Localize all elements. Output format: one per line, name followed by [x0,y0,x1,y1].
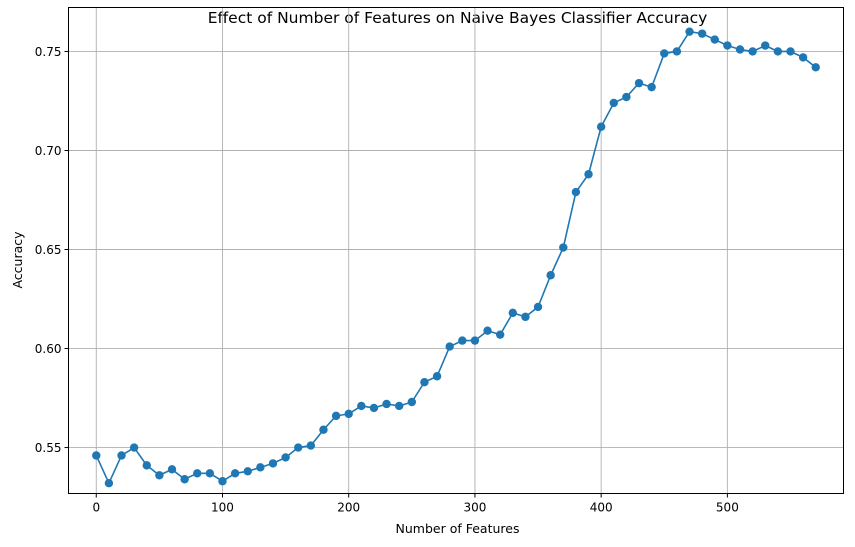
data-point [319,425,328,434]
data-point [344,409,353,419]
data-point [218,477,227,486]
data-point [798,53,808,62]
chart-title: Effect of Number of Features on Naive Ba… [208,9,708,27]
data-point [546,271,555,280]
data-point [483,326,492,335]
data-point [773,47,783,56]
x-tick-label: 100 [211,501,234,515]
plot-frame [68,7,844,494]
grid [68,7,844,494]
data-point [395,401,404,411]
data-point [294,443,303,452]
x-tick-label: 400 [590,501,613,515]
y-axis-label: Accuracy [10,231,25,289]
data-point [508,308,517,318]
y-tick-label: 0.75 [35,45,62,59]
ticks: 0 100 200 300 400 500 0.55 0.60 0.65 0.70 0.75 [35,45,739,515]
data-point [495,330,505,339]
data-point [458,336,467,345]
y-tick-label: 0.60 [35,342,62,356]
data-point [407,397,417,407]
data-point [697,29,707,38]
data-point [243,467,252,476]
data-point [155,471,164,480]
data-point [432,372,442,381]
data-point [281,453,290,462]
data-point [331,411,341,421]
data-point [117,451,126,460]
data-point [167,465,177,474]
y-tick-label: 0.55 [35,441,62,455]
data-point [672,47,682,56]
data-point [193,469,202,478]
data-point [357,401,366,411]
data-point [723,41,732,50]
data-point [142,461,151,470]
data-point [761,41,770,50]
x-tick-label: 200 [337,501,360,515]
data-point [230,469,240,478]
x-tick-label: 0 [92,501,100,515]
data-point [180,475,189,484]
data-point [306,441,316,450]
data-point [735,45,745,54]
data-point [634,78,644,88]
y-tick-label: 0.70 [35,144,62,158]
data-point [710,35,719,44]
data-point [609,98,618,108]
data-point [129,443,139,452]
data-point [420,377,429,387]
data-point [571,187,581,197]
data-point [647,82,656,92]
data-point [382,399,391,409]
data-point [811,63,820,72]
series-layer [92,27,820,488]
data-point [685,27,694,36]
data-point [92,451,101,460]
y-tick-label: 0.65 [35,243,62,257]
data-point [559,243,568,252]
data-point [369,403,379,413]
data-point [521,312,530,322]
data-point [256,463,265,472]
data-point [660,49,669,58]
data-point [748,47,757,56]
data-point [445,342,454,351]
data-point [104,479,114,488]
data-point [786,47,795,56]
x-axis-label: Number of Features [396,521,520,536]
x-tick-label: 500 [716,501,739,515]
data-point [584,170,593,179]
data-point [268,459,278,468]
data-point [470,336,480,345]
x-tick-label: 300 [463,501,486,515]
data-point [533,302,543,312]
data-point [205,469,215,478]
series-line [95,30,817,485]
data-point [622,92,631,102]
data-point [596,122,606,131]
